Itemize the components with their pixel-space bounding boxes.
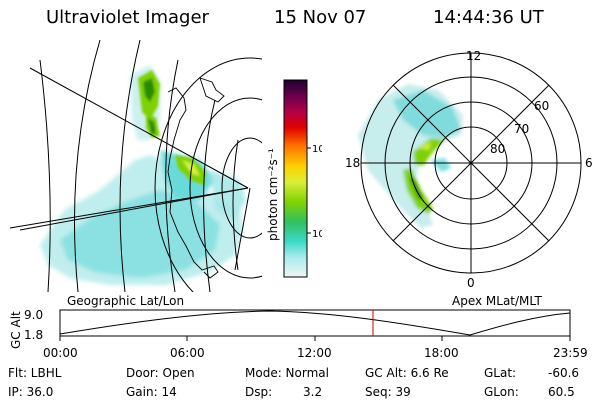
orbit-xtick-3: 18:00 xyxy=(424,346,459,360)
mlt-label-18: 18 xyxy=(345,156,360,170)
orbit-ylabel: GC Alt xyxy=(9,311,23,349)
colorbar-label: photon cm⁻²s⁻¹ xyxy=(266,148,280,241)
orbit-ytick-high: 9.0 xyxy=(24,308,43,322)
mlat-label-70: 70 xyxy=(514,122,529,136)
info-gain: Gain: 14 xyxy=(126,385,177,399)
orbit-plot: GC Alt 9.0 1.8 00:00 06:00 12:00 18:00 2… xyxy=(9,308,588,360)
colorbar: 100 10 photon cm⁻²s⁻¹ xyxy=(266,79,322,278)
right-projection-label: Apex MLat/MLT xyxy=(452,294,542,308)
colorbar-tick-10: 10 xyxy=(312,229,322,240)
polar-plot: 12 18 6 0 60 70 80 xyxy=(345,49,593,290)
orbit-curve xyxy=(59,310,571,336)
info-ip: IP: 36.0 xyxy=(8,385,54,399)
info-gcalt: GC Alt: 6.6 Re xyxy=(365,366,449,380)
orbit-ytick-low: 1.8 xyxy=(24,328,43,342)
map-coastline xyxy=(167,77,225,279)
info-glat-label: GLat: xyxy=(484,366,517,380)
mlt-label-12: 12 xyxy=(466,49,481,63)
info-mode: Mode: Normal xyxy=(245,366,329,380)
geographic-map xyxy=(9,40,262,292)
info-flt: Flt: LBHL xyxy=(8,366,62,380)
info-glon-value: 60.5 xyxy=(548,385,575,399)
info-seq: Seq: 39 xyxy=(365,385,411,399)
orbit-xtick-2: 12:00 xyxy=(297,346,332,360)
info-door: Door: Open xyxy=(126,366,195,380)
mlt-label-6: 6 xyxy=(585,156,593,170)
date-label: 15 Nov 07 xyxy=(274,7,367,28)
info-glon-label: GLon: xyxy=(484,385,519,399)
orbit-xtick-4: 23:59 xyxy=(553,346,588,360)
time-label: 14:44:36 UT xyxy=(433,7,544,28)
info-glat-value: -60.6 xyxy=(548,366,580,380)
orbit-xtick-0: 00:00 xyxy=(43,346,78,360)
map-graticule xyxy=(9,40,262,292)
orbit-frame xyxy=(59,309,571,337)
left-projection-label: Geographic Lat/Lon xyxy=(67,294,185,308)
colorbar-tick-100: 100 xyxy=(312,144,322,155)
info-dsp-value: 3.2 xyxy=(303,385,323,399)
instrument-title: Ultraviolet Imager xyxy=(46,7,209,28)
map-aurora xyxy=(138,70,206,185)
colorbar-scale xyxy=(283,79,308,278)
polar-grid xyxy=(360,52,582,274)
mlat-label-80: 80 xyxy=(490,142,505,156)
mlt-label-0: 0 xyxy=(467,276,475,290)
info-dsp-label: Dsp: xyxy=(245,385,273,399)
orbit-xtick-1: 06:00 xyxy=(170,346,205,360)
mlat-label-60: 60 xyxy=(534,99,549,113)
